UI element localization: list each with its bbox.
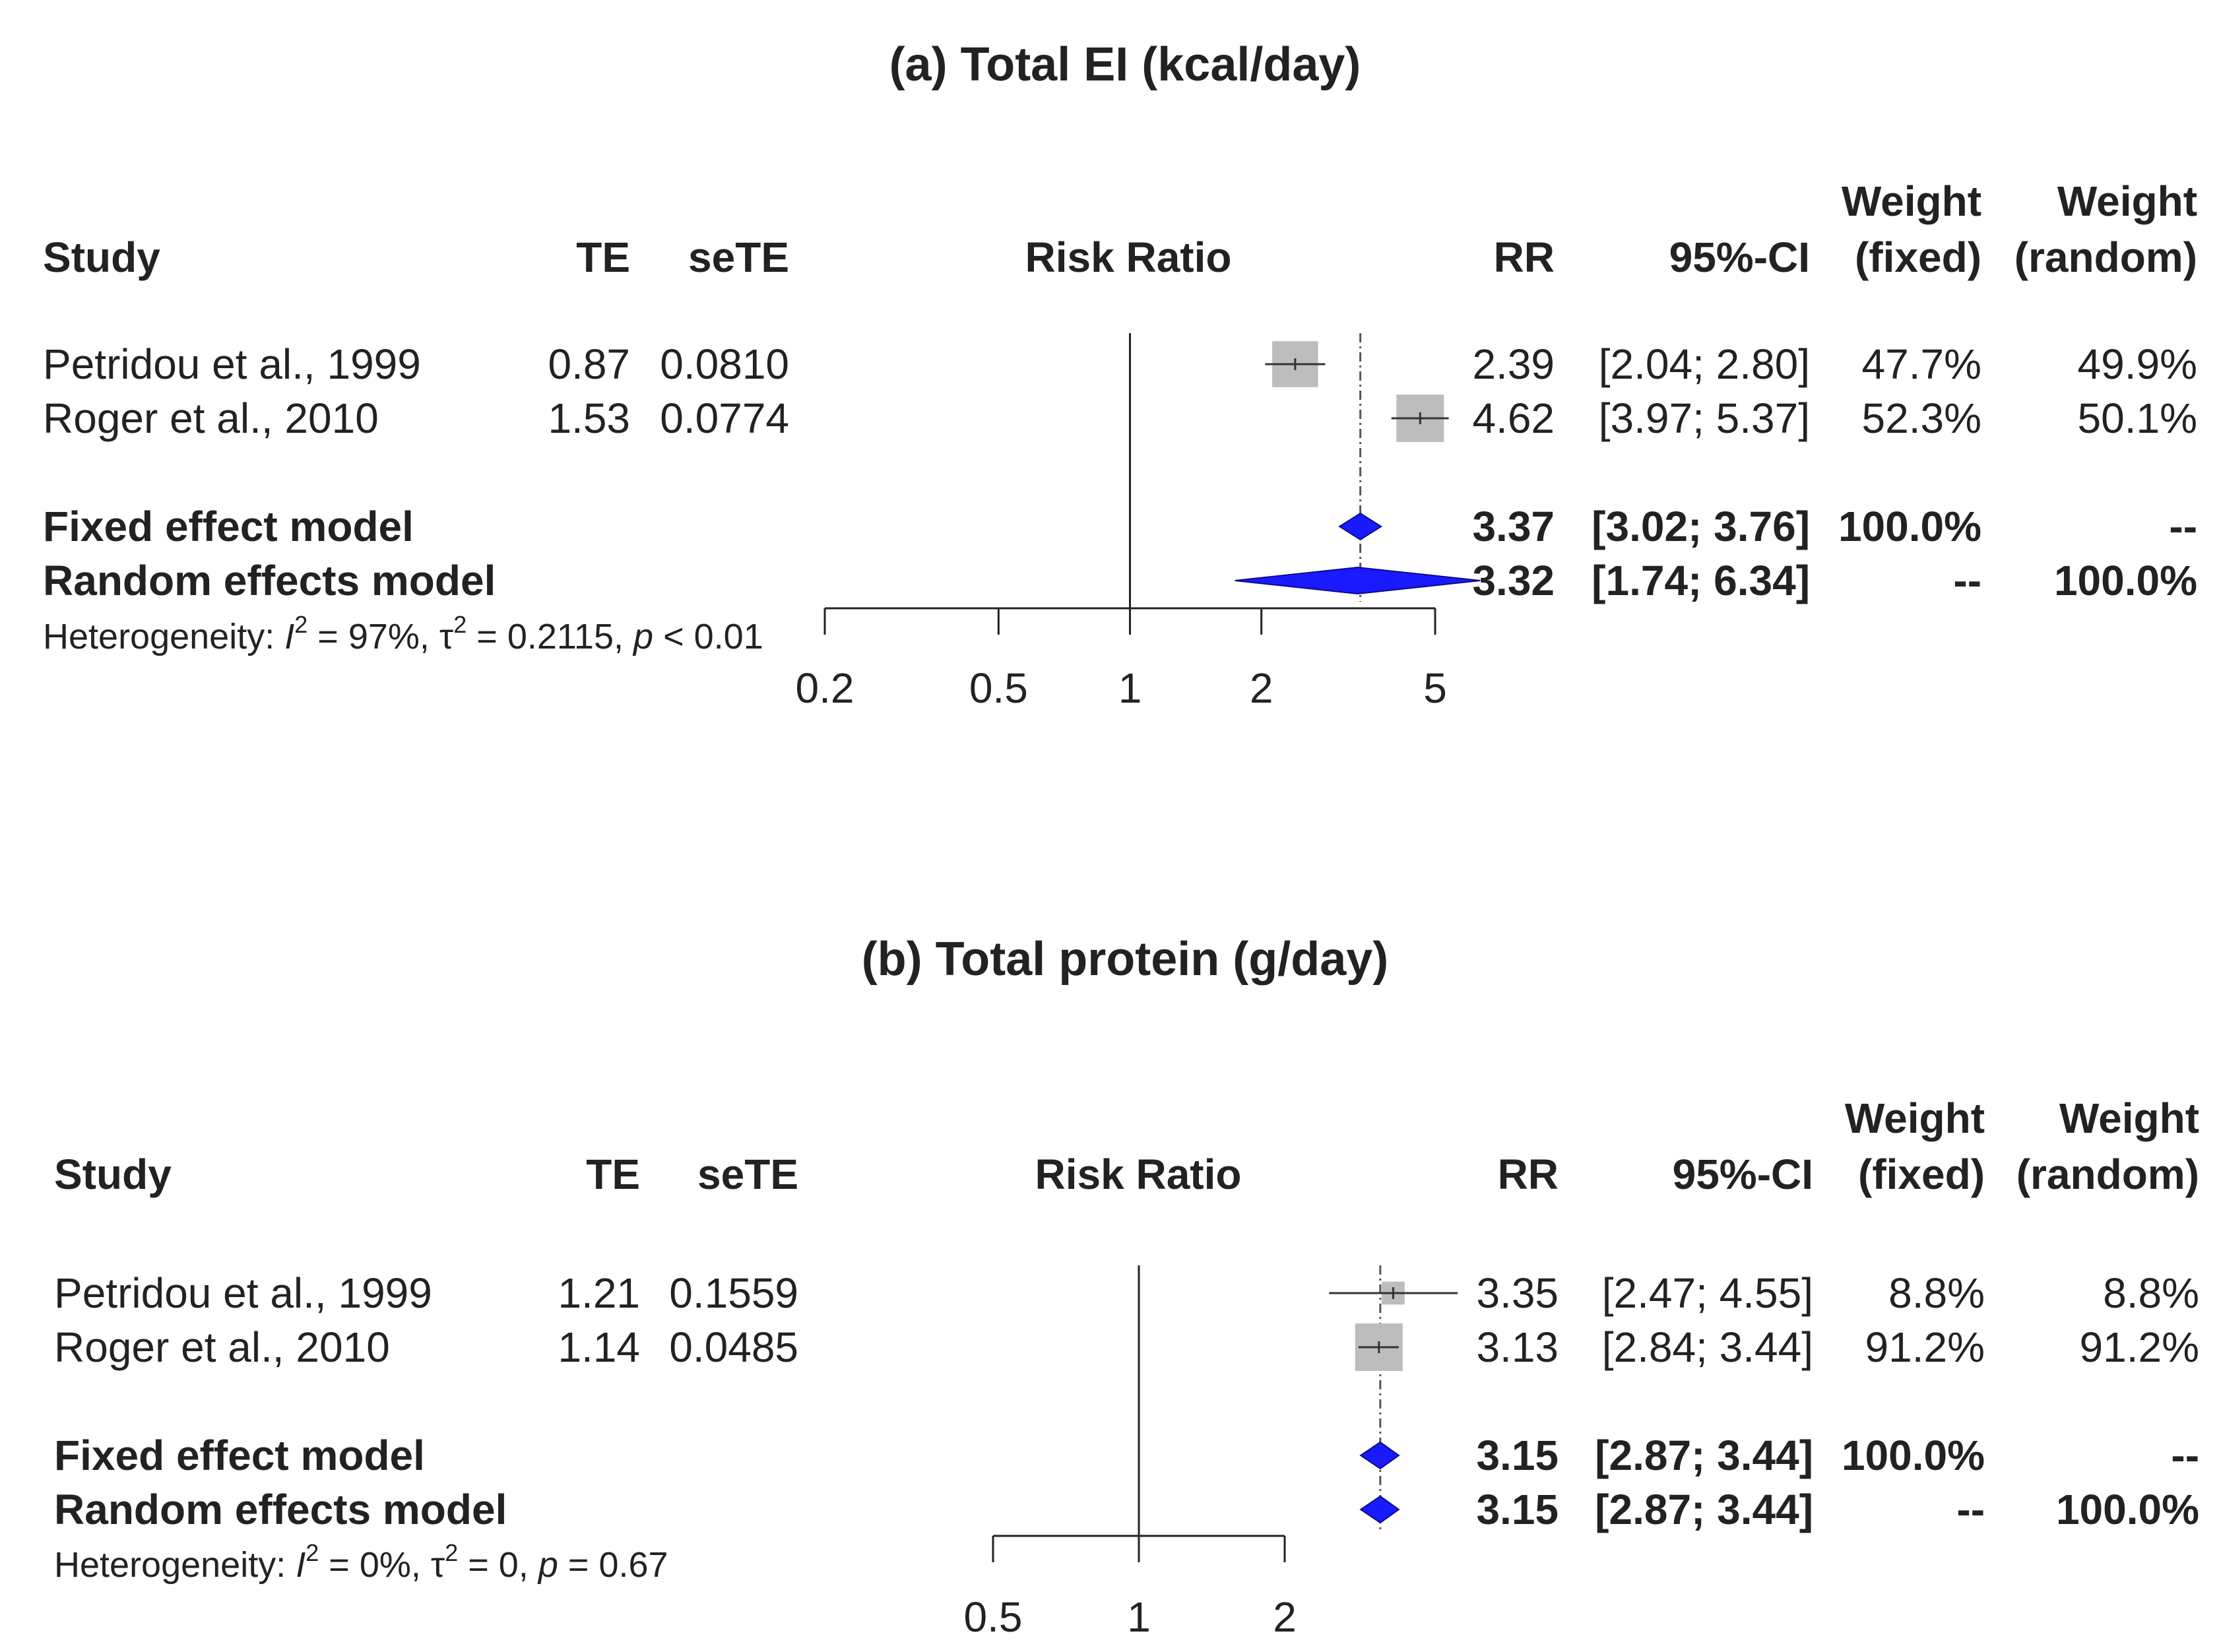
header-rr: RR	[1498, 1151, 1559, 1198]
study-rr: 2.39	[1472, 340, 1555, 388]
model-weight-random: 100.0%	[2056, 1486, 2199, 1533]
model-weight-fixed: 100.0%	[1838, 503, 1981, 550]
model-diamond	[1359, 1495, 1400, 1524]
model-name: Fixed effect model	[43, 503, 414, 550]
heterogeneity-i2: 97%	[348, 617, 420, 656]
model-weight-random: --	[2169, 503, 2197, 550]
study-weight-fixed: 47.7%	[1862, 340, 1981, 388]
header-weight-fixed-line2: (fixed)	[1855, 234, 1981, 281]
heterogeneity-p-operator: <	[663, 617, 684, 656]
x-axis-tick-label: 0.5	[964, 1593, 1023, 1641]
header-risk-ratio: Risk Ratio	[1035, 1151, 1242, 1198]
header-te: TE	[586, 1151, 640, 1198]
heterogeneity-tau2: 0	[499, 1545, 519, 1585]
header-sete: seTE	[688, 234, 789, 281]
study-weight-fixed: 52.3%	[1862, 395, 1981, 442]
x-axis-tick-label: 2	[1250, 664, 1273, 712]
study-weight-fixed: 8.8%	[1888, 1269, 1985, 1317]
study-te: 1.21	[558, 1269, 640, 1317]
model-diamond	[1359, 1441, 1400, 1470]
x-axis-tick-label: 2	[1273, 1593, 1297, 1641]
model-rr: 3.15	[1476, 1432, 1559, 1479]
heterogeneity-stats: Heterogeneity: I2 = 0%, τ2 = 0, p = 0.67	[54, 1539, 668, 1585]
heterogeneity-p: 0.67	[598, 1545, 668, 1585]
model-rr: 3.37	[1472, 503, 1555, 550]
x-axis-tick-label: 1	[1127, 1593, 1151, 1641]
study-rr: 3.13	[1476, 1323, 1559, 1371]
study-sete: 0.1559	[669, 1269, 798, 1317]
study-weight-random: 50.1%	[2078, 395, 2197, 442]
header-weight-fixed-line2: (fixed)	[1858, 1151, 1985, 1198]
header-risk-ratio: Risk Ratio	[1025, 234, 1232, 281]
header-sete: seTE	[697, 1151, 798, 1198]
study-name: Petridou et al., 1999	[54, 1269, 432, 1317]
header-weight-fixed-line1: Weight	[1842, 177, 1981, 225]
model-ci: [2.87; 3.44]	[1595, 1432, 1813, 1479]
model-weight-fixed: 100.0%	[1842, 1432, 1985, 1479]
header-weight-random-line2: (random)	[2016, 1151, 2199, 1198]
model-diamond	[1235, 566, 1481, 595]
study-weight-random: 91.2%	[2080, 1323, 2199, 1371]
panel-title: (b) Total protein (g/day)	[862, 933, 1389, 986]
x-axis-tick-label: 5	[1423, 664, 1447, 712]
model-name: Random effects model	[54, 1486, 507, 1533]
heterogeneity-p-operator: =	[568, 1545, 589, 1585]
header-te: TE	[576, 234, 630, 281]
study-sete: 0.0485	[669, 1323, 798, 1371]
study-weight-fixed: 91.2%	[1865, 1323, 1985, 1371]
study-rr: 3.35	[1476, 1269, 1559, 1317]
study-sete: 0.0774	[660, 395, 789, 442]
heterogeneity-p: 0.01	[694, 617, 763, 656]
study-te: 1.14	[558, 1323, 640, 1371]
x-axis-tick-label: 0.2	[796, 664, 854, 712]
forest-panel-b: (b) Total protein (g/day) Study TE seTE Risk…	[54, 933, 2199, 1641]
header-ci: 95%-CI	[1673, 1151, 1813, 1198]
header-weight-random-line2: (random)	[2014, 234, 2197, 281]
model-rr: 3.32	[1472, 557, 1555, 604]
panel-title: (a) Total EI (kcal/day)	[889, 38, 1361, 91]
header-rr: RR	[1494, 234, 1555, 281]
study-ci: [2.47; 4.55]	[1602, 1269, 1813, 1317]
model-weight-random: --	[2171, 1432, 2199, 1479]
model-ci: [3.02; 3.76]	[1592, 503, 1810, 550]
forest-panel-a: (a) Total EI (kcal/day) Study TE seTE Risk R…	[43, 38, 2197, 712]
heterogeneity-prefix: Heterogeneity:	[54, 1545, 296, 1585]
study-weight-random: 8.8%	[2103, 1269, 2199, 1317]
model-weight-fixed: --	[1956, 1486, 1985, 1533]
study-name: Roger et al., 2010	[54, 1323, 390, 1371]
model-diamond	[1338, 512, 1382, 541]
heterogeneity-stats: Heterogeneity: I2 = 97%, τ2 = 0.2115, p …	[43, 611, 763, 656]
heterogeneity-i2: 0%	[360, 1545, 411, 1585]
study-te: 0.87	[548, 340, 630, 388]
study-name: Petridou et al., 1999	[43, 340, 421, 388]
study-ci: [2.04; 2.80]	[1599, 340, 1810, 388]
study-name: Roger et al., 2010	[43, 395, 379, 442]
heterogeneity-prefix: Heterogeneity:	[43, 617, 284, 656]
heterogeneity-tau2: 0.2115	[507, 617, 614, 656]
x-axis-tick-label: 0.5	[969, 664, 1028, 712]
model-ci: [2.87; 3.44]	[1595, 1486, 1813, 1533]
model-weight-fixed: --	[1953, 557, 1981, 604]
study-te: 1.53	[548, 395, 630, 442]
x-axis-tick-label: 1	[1118, 664, 1142, 712]
header-ci: 95%-CI	[1669, 234, 1810, 281]
header-study: Study	[43, 234, 160, 281]
header-weight-fixed-line1: Weight	[1845, 1095, 1985, 1142]
header-study: Study	[54, 1151, 172, 1198]
study-sete: 0.0810	[660, 340, 789, 388]
study-ci: [3.97; 5.37]	[1599, 395, 1810, 442]
model-rr: 3.15	[1476, 1486, 1559, 1533]
study-weight-random: 49.9%	[2078, 340, 2197, 388]
study-rr: 4.62	[1472, 395, 1555, 442]
header-weight-random-line1: Weight	[2059, 1095, 2199, 1142]
model-name: Fixed effect model	[54, 1432, 425, 1479]
header-weight-random-line1: Weight	[2057, 177, 2197, 225]
model-name: Random effects model	[43, 557, 496, 604]
model-ci: [1.74; 6.34]	[1592, 557, 1810, 604]
study-ci: [2.84; 3.44]	[1602, 1323, 1813, 1371]
model-weight-random: 100.0%	[2054, 557, 2197, 604]
